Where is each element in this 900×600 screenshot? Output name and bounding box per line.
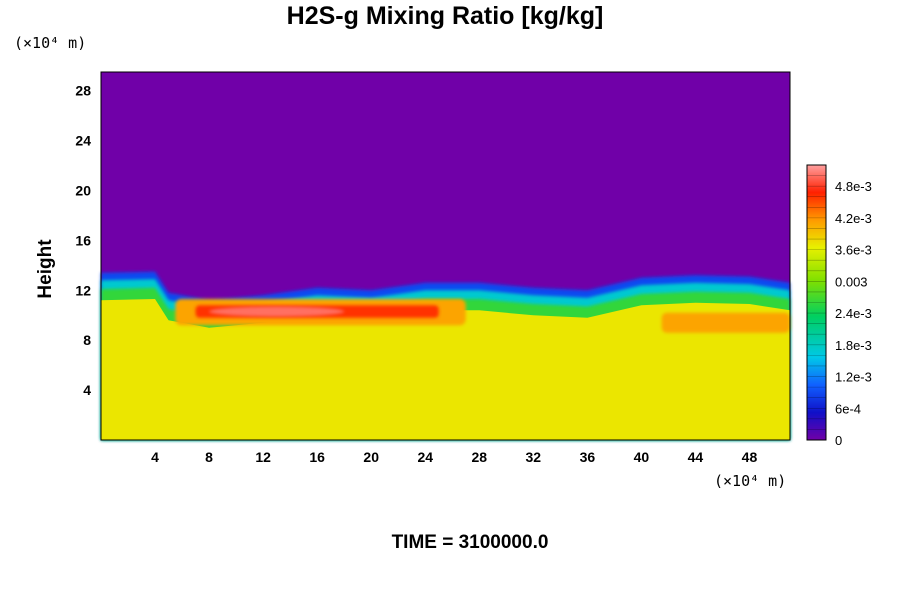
plot-frame bbox=[100, 71, 791, 441]
y-tick-label: 12 bbox=[75, 282, 91, 298]
colorbar bbox=[806, 164, 827, 441]
y-tick-label: 4 bbox=[83, 382, 91, 398]
x-tick-label: 36 bbox=[580, 449, 596, 465]
peak-core bbox=[209, 306, 345, 317]
y-tick-label: 24 bbox=[75, 133, 91, 149]
x-axis-unit: (×10⁴ m) bbox=[714, 472, 787, 490]
x-tick-label: 16 bbox=[309, 449, 325, 465]
chart-title: H2S-g Mixing Ratio [kg/kg] bbox=[286, 2, 604, 30]
lower-layer-region bbox=[101, 299, 790, 440]
x-tick-label: 32 bbox=[526, 449, 542, 465]
x-tick-label: 48 bbox=[742, 449, 758, 465]
colorbar-tick-label: 4.8e-3 bbox=[835, 179, 872, 194]
x-tick-label: 24 bbox=[417, 449, 433, 465]
x-tick-label: 40 bbox=[634, 449, 650, 465]
x-tick-label: 20 bbox=[363, 449, 379, 465]
x-tick-label: 44 bbox=[688, 449, 704, 465]
colorbar-tick-label: 6e-4 bbox=[835, 401, 861, 416]
y-axis-unit: (×10⁴ m) bbox=[14, 34, 87, 52]
y-tick-label: 8 bbox=[83, 332, 91, 348]
colorbar-tick-label: 0.003 bbox=[835, 274, 868, 289]
colorbar-tick-label: 1.8e-3 bbox=[835, 338, 872, 353]
colorbar-tick-label: 1.2e-3 bbox=[835, 370, 872, 385]
colorbar-tick-label: 3.6e-3 bbox=[835, 243, 872, 258]
x-tick-label: 12 bbox=[255, 449, 271, 465]
y-tick-label: 28 bbox=[75, 83, 91, 99]
time-label: TIME = 3100000.0 bbox=[391, 532, 549, 553]
colorbar-tick-label: 0 bbox=[835, 433, 842, 448]
y-tick-label: 16 bbox=[75, 232, 91, 248]
x-tick-label: 8 bbox=[205, 449, 213, 465]
right-high-value-band bbox=[661, 312, 790, 333]
y-tick-label: 20 bbox=[75, 183, 91, 199]
x-tick-label: 4 bbox=[151, 449, 159, 465]
x-tick-label: 28 bbox=[471, 449, 487, 465]
colorbar-tick-label: 4.2e-3 bbox=[835, 211, 872, 226]
colorbar-tick-label: 2.4e-3 bbox=[835, 306, 872, 321]
